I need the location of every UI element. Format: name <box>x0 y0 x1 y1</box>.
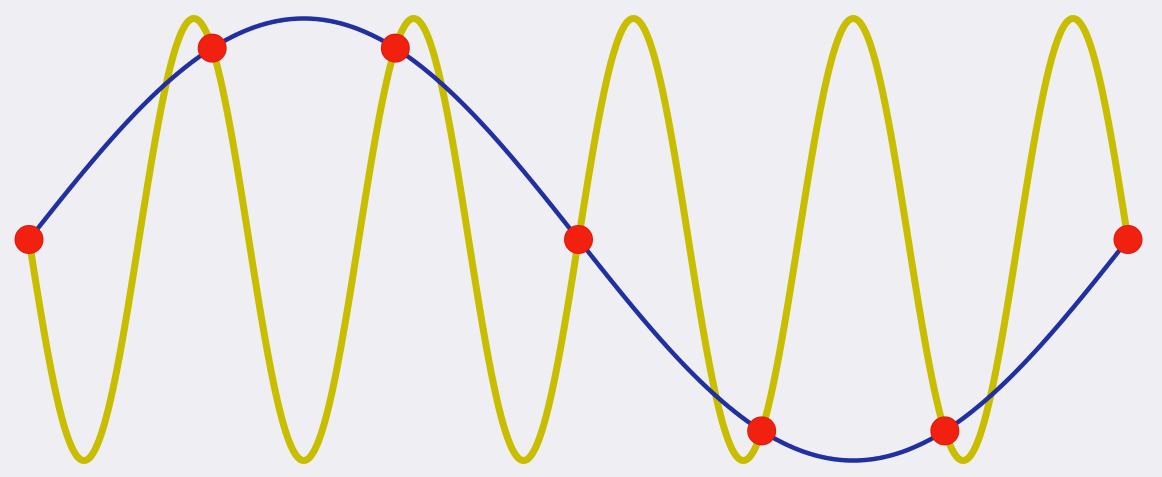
sample-point <box>1113 225 1143 254</box>
sample-point <box>14 225 44 254</box>
sample-point <box>747 416 777 446</box>
sample-point <box>564 225 593 254</box>
sample-point <box>930 416 960 446</box>
sample-point <box>197 33 227 63</box>
sample-point <box>380 33 410 63</box>
sample-points <box>14 33 1143 446</box>
